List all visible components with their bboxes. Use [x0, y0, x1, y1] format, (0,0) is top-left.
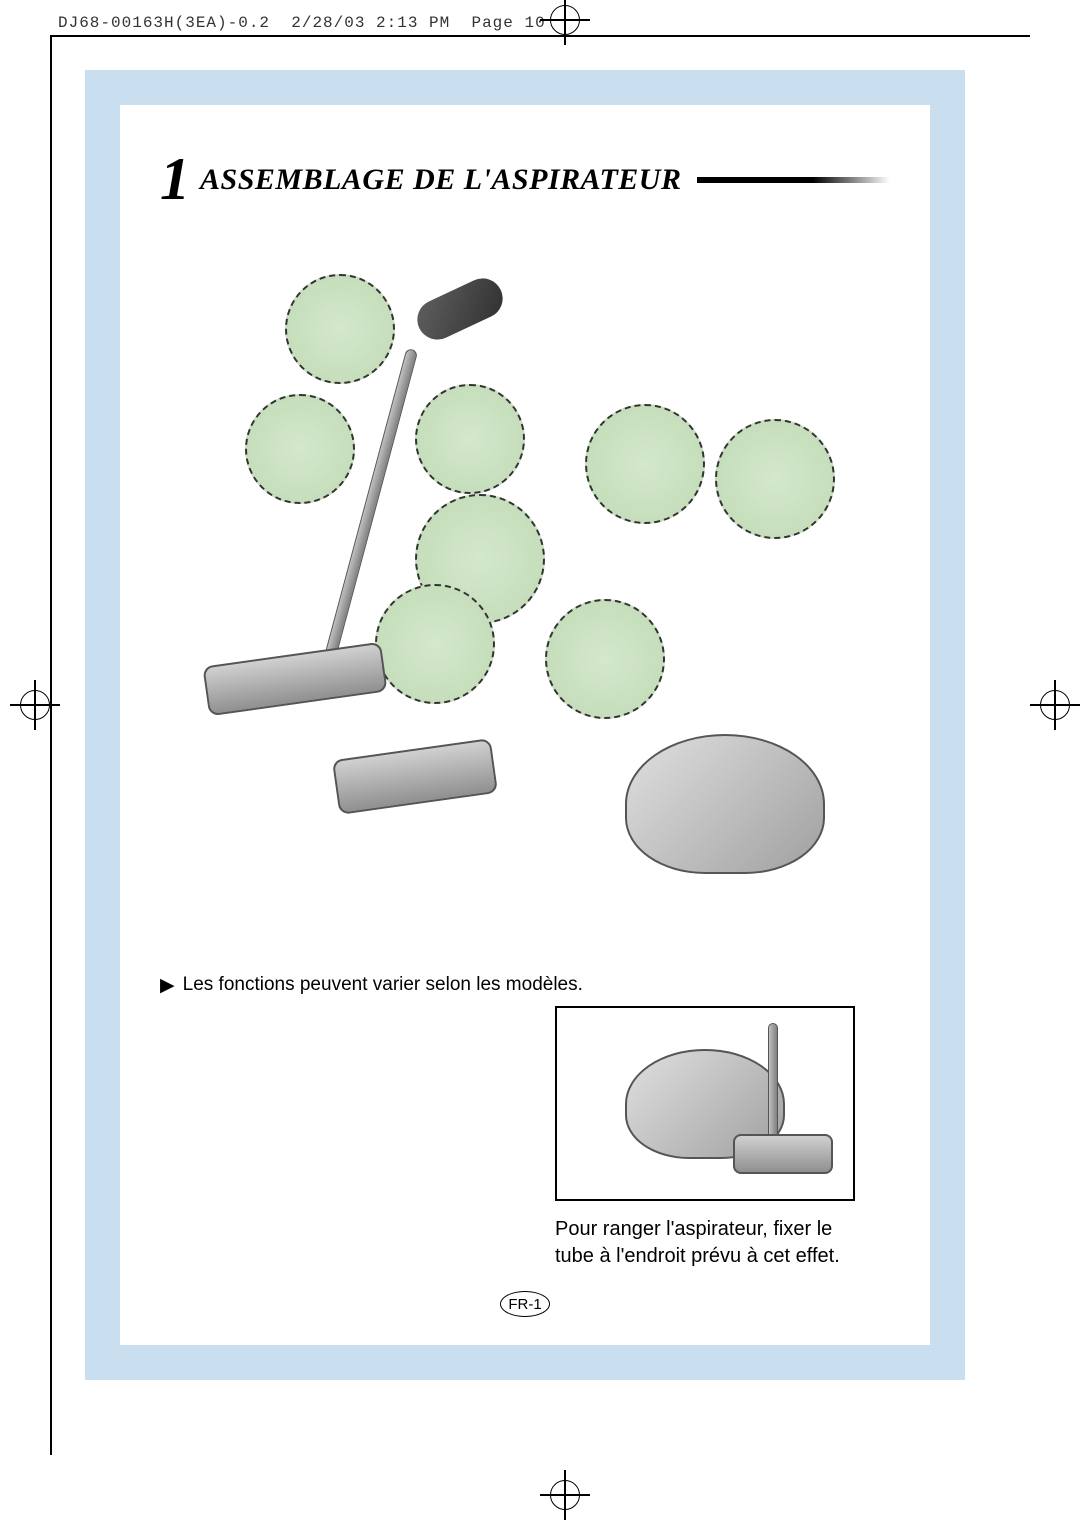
vacuum-body-icon	[625, 734, 825, 874]
page-content: 1 ASSEMBLAGE DE L'ASPIRATEUR	[120, 105, 930, 1345]
registration-mark-right	[1030, 680, 1080, 730]
detail-callout-icon	[415, 384, 525, 494]
print-header: DJ68-00163H(3EA)-0.2 2/28/03 2:13 PM Pag…	[58, 14, 546, 32]
detail-callout-icon	[285, 274, 395, 384]
note-text: Les fonctions peuvent varier selon les m…	[183, 974, 583, 996]
storage-head-icon	[733, 1134, 833, 1174]
detail-callout-icon	[245, 394, 355, 504]
detail-callout-icon	[585, 404, 705, 524]
registration-mark-top	[540, 0, 590, 45]
detail-callout-icon	[375, 584, 495, 704]
title-divider	[697, 177, 891, 183]
main-illustration	[160, 234, 890, 954]
registration-mark-bottom	[540, 1470, 590, 1520]
page-number: FR-1	[500, 1291, 550, 1317]
doc-id: DJ68-00163H(3EA)-0.2	[58, 14, 270, 32]
doc-date: 2/28/03 2:13 PM	[291, 14, 450, 32]
registration-mark-left	[10, 680, 60, 730]
storage-illustration	[555, 1006, 855, 1201]
page-label: Page 10	[471, 14, 545, 32]
vacuum-assembly-diagram	[185, 254, 865, 934]
detail-callout-icon	[545, 599, 665, 719]
feature-note: ▶ Les fonctions peuvent varier selon les…	[160, 974, 890, 997]
crop-mark-left	[50, 35, 52, 1455]
floor-head-icon	[202, 642, 387, 717]
storage-line2: tube à l'endroit prévu à cet effet.	[555, 1243, 875, 1270]
arrow-icon: ▶	[160, 974, 175, 997]
floor-head-icon	[332, 738, 498, 815]
storage-section: Pour ranger l'aspirateur, fixer le tube …	[555, 1006, 875, 1270]
page-frame: 1 ASSEMBLAGE DE L'ASPIRATEUR	[85, 70, 965, 1380]
section-number: 1	[160, 145, 190, 214]
storage-line1: Pour ranger l'aspirateur, fixer le	[555, 1216, 875, 1243]
section-header: 1 ASSEMBLAGE DE L'ASPIRATEUR	[160, 145, 890, 214]
section-title: ASSEMBLAGE DE L'ASPIRATEUR	[200, 163, 682, 197]
storage-caption: Pour ranger l'aspirateur, fixer le tube …	[555, 1216, 875, 1270]
vacuum-handle-icon	[411, 272, 509, 346]
detail-callout-icon	[715, 419, 835, 539]
